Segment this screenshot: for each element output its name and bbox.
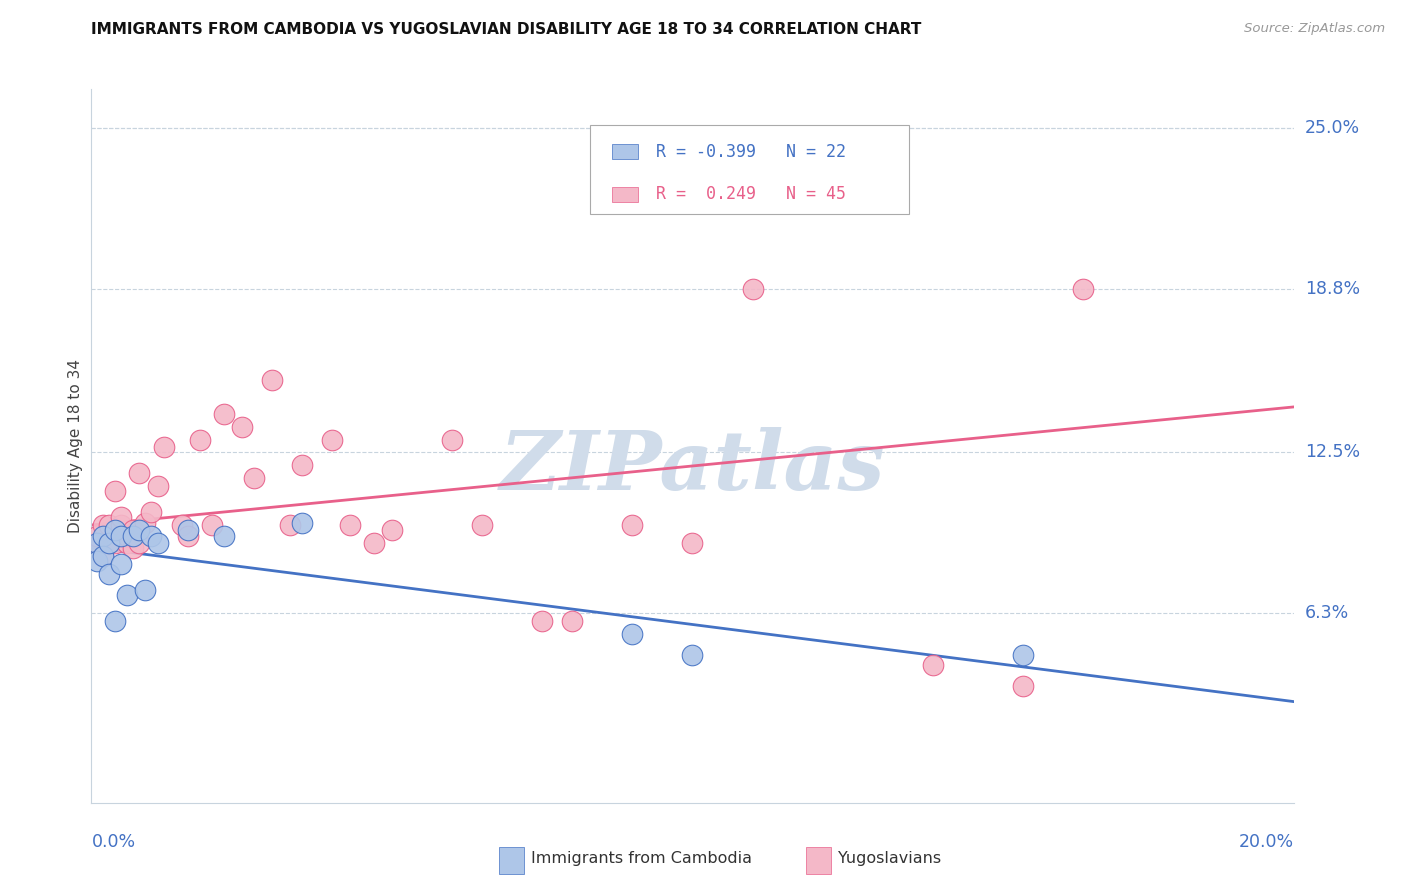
Point <box>681 648 703 662</box>
Point <box>93 549 115 564</box>
Point <box>128 524 150 538</box>
Point <box>1071 282 1094 296</box>
FancyBboxPatch shape <box>612 186 638 202</box>
Text: R =  0.249   N = 45: R = 0.249 N = 45 <box>657 186 846 203</box>
Point <box>122 541 145 556</box>
Point <box>117 588 139 602</box>
Point <box>86 536 108 550</box>
Point <box>363 536 385 550</box>
Point <box>339 518 361 533</box>
Text: 18.8%: 18.8% <box>1305 280 1360 298</box>
Point <box>1012 648 1035 662</box>
Point <box>201 518 224 533</box>
Text: 0.0%: 0.0% <box>91 833 135 851</box>
Point <box>134 582 156 597</box>
Point <box>681 536 703 550</box>
Text: R = -0.399   N = 22: R = -0.399 N = 22 <box>657 143 846 161</box>
Point <box>621 518 644 533</box>
Point <box>381 524 404 538</box>
Point <box>134 516 156 530</box>
Point <box>122 528 145 542</box>
Point <box>291 458 314 473</box>
Text: Yugoslavians: Yugoslavians <box>838 851 941 865</box>
Point <box>176 528 198 542</box>
Point <box>141 505 163 519</box>
Point <box>176 524 198 538</box>
Text: IMMIGRANTS FROM CAMBODIA VS YUGOSLAVIAN DISABILITY AGE 18 TO 34 CORRELATION CHAR: IMMIGRANTS FROM CAMBODIA VS YUGOSLAVIAN … <box>91 22 922 37</box>
Point <box>212 407 235 421</box>
Point <box>104 484 127 499</box>
Point <box>146 479 169 493</box>
Point <box>531 614 554 628</box>
Text: 6.3%: 6.3% <box>1305 605 1348 623</box>
Point <box>260 373 283 387</box>
Point <box>212 528 235 542</box>
Point <box>231 419 253 434</box>
Point <box>104 524 127 538</box>
Point <box>146 536 169 550</box>
Text: 25.0%: 25.0% <box>1305 120 1360 137</box>
Point <box>110 528 132 542</box>
Point <box>621 627 644 641</box>
Point <box>93 528 115 542</box>
Point <box>122 524 145 538</box>
Text: 20.0%: 20.0% <box>1239 833 1294 851</box>
Text: 12.5%: 12.5% <box>1305 443 1360 461</box>
Point <box>104 536 127 550</box>
Point <box>110 557 132 571</box>
Point <box>117 528 139 542</box>
Point <box>110 518 132 533</box>
Point <box>1012 679 1035 693</box>
Point <box>291 516 314 530</box>
Point <box>93 549 115 564</box>
Point <box>128 536 150 550</box>
Point <box>242 471 264 485</box>
Point <box>561 614 583 628</box>
Point <box>321 433 343 447</box>
Text: Source: ZipAtlas.com: Source: ZipAtlas.com <box>1244 22 1385 36</box>
Text: ZIPatlas: ZIPatlas <box>499 427 886 508</box>
Point <box>170 518 193 533</box>
Point <box>98 567 121 582</box>
Point <box>741 282 763 296</box>
Point <box>152 440 174 454</box>
Point <box>86 536 108 550</box>
Point <box>278 518 301 533</box>
Point <box>104 614 127 628</box>
Point <box>98 536 121 550</box>
Point <box>471 518 494 533</box>
Point <box>141 528 163 542</box>
Point <box>98 536 121 550</box>
Point <box>922 658 945 673</box>
Point <box>93 518 115 533</box>
Point <box>110 510 132 524</box>
Point <box>98 518 121 533</box>
Point <box>117 536 139 550</box>
Text: Immigrants from Cambodia: Immigrants from Cambodia <box>531 851 752 865</box>
FancyBboxPatch shape <box>591 125 908 214</box>
Point <box>128 467 150 481</box>
Point <box>86 528 108 542</box>
Point <box>188 433 211 447</box>
Y-axis label: Disability Age 18 to 34: Disability Age 18 to 34 <box>67 359 83 533</box>
Point <box>86 554 108 568</box>
FancyBboxPatch shape <box>612 144 638 160</box>
Point <box>440 433 463 447</box>
